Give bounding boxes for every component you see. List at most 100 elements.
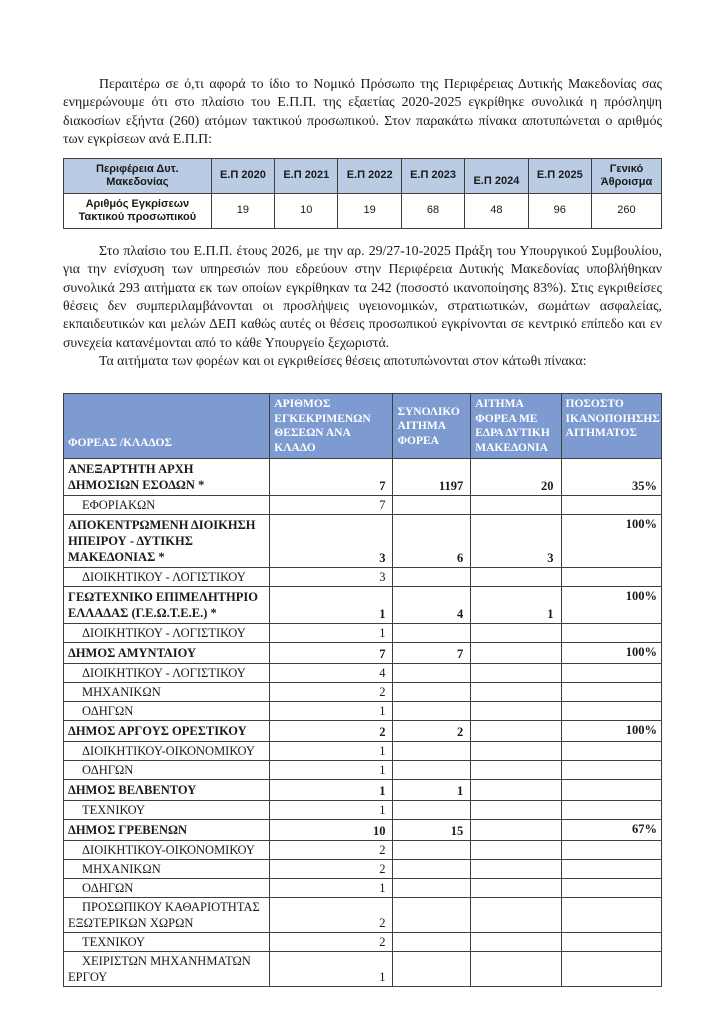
cell-satisfaction-pct [560, 663, 663, 684]
cell-satisfaction-pct [560, 779, 663, 802]
cell-satisfaction-pct [560, 878, 663, 899]
cell-foreas-klados: ΟΔΗΓΩΝ [62, 760, 271, 781]
requests-header-cell-1: ΑΡΙΘΜΟΣ ΕΓΚΕΚΡΙΜΕΝΩΝ ΘΕΣΕΩΝ ΑΝΑ ΚΛΑΔΟ [269, 393, 394, 460]
cell-satisfaction-pct [560, 701, 663, 722]
cell-approved-positions: 7 [269, 642, 394, 665]
requests-approvals-table: ΦΟΡΕΑΣ /ΚΛΑΔΟΣ ΑΡΙΘΜΟΣ ΕΓΚΕΚΡΙΜΕΝΩΝ ΘΕΣΕΩ… [62, 393, 663, 988]
agency-row: ΔΗΜΟΣ ΒΕΛΒΕΝΤΟΥ 1 1 [62, 779, 663, 802]
paragraph-epp-2026: Στο πλαίσιο του Ε.Π.Π. έτους 2026, με τη… [63, 243, 662, 350]
cell-wm-request [470, 682, 562, 703]
cell-total-request [392, 495, 472, 516]
cell-total-request [392, 878, 472, 899]
cell-wm-request [470, 800, 562, 821]
branch-row: ΔΙΟΙΚΗΤΙΚΟΥ-ΟΙΚΟΝΟΜΙΚΟΥ 2 [62, 840, 663, 861]
agency-row: ΔΗΜΟΣ ΑΡΓΟΥΣ ΟΡΕΣΤΙΚΟΥ 2 2 100% [62, 720, 663, 743]
cell-satisfaction-pct: 67% [560, 819, 663, 842]
cell-wm-request [470, 859, 562, 880]
cell-foreas-klados: ΜΗΧΑΝΙΚΩΝ [62, 859, 271, 880]
summary-header-cell: Ε.Π 2021 [274, 158, 339, 195]
requests-header-cell-3: ΑΙΤΗΜΑ ΦΟΡΕΑ ΜΕ ΕΔΡΑ ΔΥΤΙΚΗ ΜΑΚΕΔΟΝΙΑ [470, 393, 562, 460]
cell-total-request [392, 663, 472, 684]
cell-foreas-klados: ΟΔΗΓΩΝ [62, 878, 271, 899]
cell-approved-positions: 2 [269, 897, 394, 934]
agency-row: ΓΕΩΤΕΧΝΙΚΟ ΕΠΙΜΕΛΗΤΗΡΙΟ ΕΛΛΑΔΑΣ (Γ.Ε.Ω.Τ… [62, 586, 663, 625]
cell-wm-request [470, 951, 562, 988]
branch-row: ΟΔΗΓΩΝ 1 [62, 878, 663, 899]
agency-row: ΔΗΜΟΣ ΑΜΥΝΤΑΙΟΥ 7 7 100% [62, 642, 663, 665]
cell-foreas-klados: ΔΙΟΙΚΗΤΙΚΟΥ-ΟΙΚΟΝΟΜΙΚΟΥ [62, 741, 271, 762]
summary-header-cell: Ε.Π 2023 [400, 158, 466, 195]
cell-foreas-klados: ΠΡΟΣΩΠΙΚΟΥ ΚΑΘΑΡΙΟΤΗΤΑΣ ΕΞΩΤΕΡΙΚΩΝ ΧΩΡΩΝ [62, 897, 271, 934]
cell-approved-positions: 1 [269, 701, 394, 722]
branch-row: ΜΗΧΑΝΙΚΩΝ 2 [62, 682, 663, 703]
branch-row: ΔΙΟΙΚΗΤΙΚΟΥ - ΛΟΓΙΣΤΙΚΟΥ 4 [62, 663, 663, 684]
cell-foreas-klados: ΑΝΕΞΑΡΤΗΤΗ ΑΡΧΗ ΔΗΜΟΣΙΩΝ ΕΣΟΔΩΝ * [62, 458, 271, 497]
branch-row: ΔΙΟΙΚΗΤΙΚΟΥ - ΛΟΓΙΣΤΙΚΟΥ 1 [62, 623, 663, 644]
cell-total-request: 1197 [392, 458, 472, 497]
cell-total-request [392, 951, 472, 988]
summary-header-region: Περιφέρεια Δυτ. Μακεδονίας [63, 158, 212, 195]
cell-total-request [392, 800, 472, 821]
cell-total-request: 1 [392, 779, 472, 802]
cell-wm-request [470, 878, 562, 899]
cell-satisfaction-pct [560, 760, 663, 781]
cell-approved-positions: 4 [269, 663, 394, 684]
cell-approved-positions: 2 [269, 720, 394, 743]
summary-header-cell: Ε.Π 2024 [464, 158, 529, 195]
cell-approved-positions: 1 [269, 878, 394, 899]
cell-wm-request: 3 [470, 514, 562, 569]
cell-foreas-klados: ΔΗΜΟΣ ΒΕΛΒΕΝΤΟΥ [62, 779, 271, 802]
summary-approvals-table: Περιφέρεια Δυτ. Μακεδονίας Ε.Π 2020 Ε.Π 20… [63, 158, 663, 230]
summary-value-cell: 96 [527, 193, 592, 230]
cell-wm-request [470, 663, 562, 684]
cell-approved-positions: 7 [269, 458, 394, 497]
requests-header-cell-4: ΠΟΣΟΣΤΟ ΙΚΑΝΟΠΟΙΗΣΗΣ ΑΙΤΗΜΑΤΟΣ [560, 393, 663, 460]
summary-value-cell: 48 [464, 193, 529, 230]
cell-satisfaction-pct: 100% [560, 514, 663, 569]
cell-foreas-klados: ΔΙΟΙΚΗΤΙΚΟΥ - ΛΟΓΙΣΤΙΚΟΥ [62, 567, 271, 588]
cell-wm-request [470, 495, 562, 516]
branch-row: ΤΕΧΝΙΚΟΥ 2 [62, 932, 663, 953]
cell-foreas-klados: ΔΙΟΙΚΗΤΙΚΟΥ - ΛΟΓΙΣΤΙΚΟΥ [62, 623, 271, 644]
summary-value-cell: 10 [274, 193, 339, 230]
summary-value-cell: 19 [337, 193, 402, 230]
cell-foreas-klados: ΟΔΗΓΩΝ [62, 701, 271, 722]
cell-approved-positions: 2 [269, 859, 394, 880]
cell-wm-request: 20 [470, 458, 562, 497]
cell-total-request [392, 897, 472, 934]
cell-total-request [392, 623, 472, 644]
cell-wm-request [470, 897, 562, 934]
cell-satisfaction-pct [560, 567, 663, 588]
requests-header-cell-2: ΣΥΝΟΛΙΚΟ ΑΙΤΗΜΑ ΦΟΡΕΑ [392, 393, 472, 460]
cell-satisfaction-pct [560, 495, 663, 516]
cell-approved-positions: 1 [269, 741, 394, 762]
cell-approved-positions: 2 [269, 840, 394, 861]
paragraph-epp-2020-2025: Περαιτέρω σε ό,τι αφορά το ίδιο το Νομικ… [63, 76, 662, 146]
cell-wm-request: 1 [470, 586, 562, 625]
cell-approved-positions: 1 [269, 760, 394, 781]
cell-approved-positions: 2 [269, 932, 394, 953]
cell-approved-positions: 1 [269, 623, 394, 644]
cell-satisfaction-pct [560, 741, 663, 762]
cell-approved-positions: 1 [269, 779, 394, 802]
cell-total-request [392, 682, 472, 703]
cell-satisfaction-pct [560, 897, 663, 934]
cell-approved-positions: 10 [269, 819, 394, 842]
cell-wm-request [470, 779, 562, 802]
cell-foreas-klados: ΔΙΟΙΚΗΤΙΚΟΥ - ΛΟΓΙΣΤΙΚΟΥ [62, 663, 271, 684]
cell-satisfaction-pct [560, 932, 663, 953]
agency-row: ΑΝΕΞΑΡΤΗΤΗ ΑΡΧΗ ΔΗΜΟΣΙΩΝ ΕΣΟΔΩΝ * 7 1197 20… [62, 458, 663, 497]
cell-foreas-klados: ΑΠΟΚΕΝΤΡΩΜΕΝΗ ΔΙΟΙΚΗΣΗ ΗΠΕΙΡΟΥ - ΔΥΤΙΚΗΣ… [62, 514, 271, 569]
summary-header-cell: Ε.Π 2022 [337, 158, 402, 195]
cell-foreas-klados: ΤΕΧΝΙΚΟΥ [62, 800, 271, 821]
cell-approved-positions: 3 [269, 514, 394, 569]
summary-header-cell: Γενικό Άθροισμα [590, 158, 663, 195]
branch-row: ΕΦΟΡΙΑΚΩΝ 7 [62, 495, 663, 516]
cell-total-request [392, 741, 472, 762]
branch-row: ΟΔΗΓΩΝ 1 [62, 760, 663, 781]
cell-wm-request [470, 701, 562, 722]
cell-approved-positions: 1 [269, 800, 394, 821]
cell-total-request: 6 [392, 514, 472, 569]
cell-wm-request [470, 760, 562, 781]
